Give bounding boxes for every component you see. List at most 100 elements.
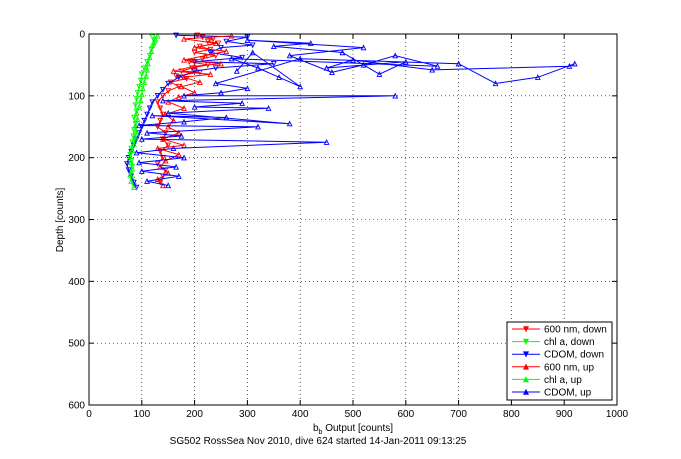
data-point: [228, 32, 235, 39]
data-point: [129, 165, 136, 172]
legend-swatch-marker: [522, 363, 530, 370]
y-tick-label: 100: [68, 91, 85, 102]
data-point: [124, 161, 130, 168]
legend-label: CDOM, down: [544, 350, 604, 361]
data-point: [165, 88, 172, 95]
series-3: [154, 32, 235, 189]
data-point: [154, 93, 161, 100]
tick-layer: 0 100 200 300 400 500 600 700 800 900 1000 0 100 200 3…: [68, 30, 628, 421]
data-point: [159, 86, 166, 93]
data-point: [429, 66, 436, 73]
data-point: [170, 67, 177, 74]
data-point: [228, 55, 235, 62]
data-point: [128, 177, 135, 184]
data-point: [249, 42, 256, 49]
x-tick-label: 1000: [606, 409, 629, 420]
data-point: [138, 168, 145, 174]
data-point: [134, 116, 141, 122]
data-layer: [124, 32, 578, 191]
legend-label: CDOM, up: [544, 388, 592, 399]
data-point: [212, 80, 219, 87]
data-point: [139, 85, 146, 92]
data-point: [191, 62, 198, 69]
legend-swatch-marker: [522, 376, 530, 383]
data-point: [181, 154, 187, 161]
data-point: [286, 120, 293, 127]
data-point: [186, 59, 193, 66]
data-point: [165, 182, 172, 189]
legend-entry: CDOM, down: [512, 350, 604, 361]
legend-entry: chl a, up: [512, 375, 582, 386]
grid-layer: [89, 34, 617, 405]
data-point: [218, 60, 224, 67]
data-point: [149, 41, 156, 48]
legend-label: 600 nm, up: [544, 362, 594, 373]
data-point: [125, 155, 132, 161]
data-point: [127, 153, 134, 160]
data-point: [136, 83, 143, 90]
data-point: [181, 56, 187, 63]
data-point: [170, 145, 177, 152]
data-point: [534, 74, 541, 80]
data-point: [207, 49, 214, 56]
x-tick-label: 300: [239, 409, 256, 420]
x-axis-label: bb Output [counts]: [313, 423, 393, 436]
data-point: [175, 173, 182, 179]
footer-caption: SG502 RossSea Nov 2010, dive 624 started…: [170, 436, 467, 447]
series-line: [156, 35, 232, 186]
data-point: [178, 83, 185, 90]
data-point: [149, 34, 156, 41]
data-point: [191, 44, 198, 51]
legend-swatch-marker: [522, 388, 530, 395]
data-point: [132, 122, 139, 129]
data-point: [129, 147, 136, 153]
data-point: [233, 67, 240, 74]
legend-label: chl a, up: [544, 375, 582, 386]
data-point: [133, 149, 140, 156]
data-point: [157, 117, 164, 124]
data-point: [255, 64, 261, 71]
x-tick-label: 500: [345, 409, 362, 420]
data-point: [191, 59, 198, 66]
data-point: [162, 157, 169, 164]
data-point: [392, 52, 399, 59]
data-point: [181, 92, 187, 99]
x-tick-label: 400: [292, 409, 309, 420]
series-4: [127, 32, 161, 190]
x-tick-label: 600: [397, 409, 414, 420]
legend-entry: 600 nm, up: [512, 362, 594, 373]
data-point: [204, 38, 211, 45]
data-point: [127, 171, 134, 178]
data-point: [181, 35, 187, 42]
data-point: [136, 103, 143, 110]
data-point: [218, 89, 224, 96]
data-point: [191, 68, 198, 75]
x-tick-label: 100: [133, 409, 150, 420]
data-point: [157, 179, 164, 186]
data-point: [165, 142, 172, 149]
data-point: [571, 60, 578, 67]
data-point: [144, 129, 151, 136]
legend-label: 600 nm, down: [544, 325, 607, 336]
data-point: [173, 32, 180, 39]
data-point: [455, 60, 462, 67]
data-point: [255, 123, 261, 130]
data-point: [178, 132, 185, 139]
data-point: [376, 70, 383, 77]
data-point: [360, 61, 367, 68]
data-point: [159, 182, 166, 189]
data-point: [191, 103, 198, 110]
data-point: [212, 40, 219, 46]
data-point: [138, 71, 145, 78]
data-point: [165, 98, 172, 105]
y-axis-label: Depth [counts]: [55, 188, 66, 253]
data-point: [154, 124, 161, 130]
data-point: [137, 77, 144, 84]
data-point: [130, 140, 137, 147]
data-point: [297, 83, 304, 90]
x-tick-label: 800: [503, 409, 520, 420]
data-point: [154, 161, 161, 168]
data-point: [492, 80, 499, 87]
data-point: [173, 163, 180, 170]
